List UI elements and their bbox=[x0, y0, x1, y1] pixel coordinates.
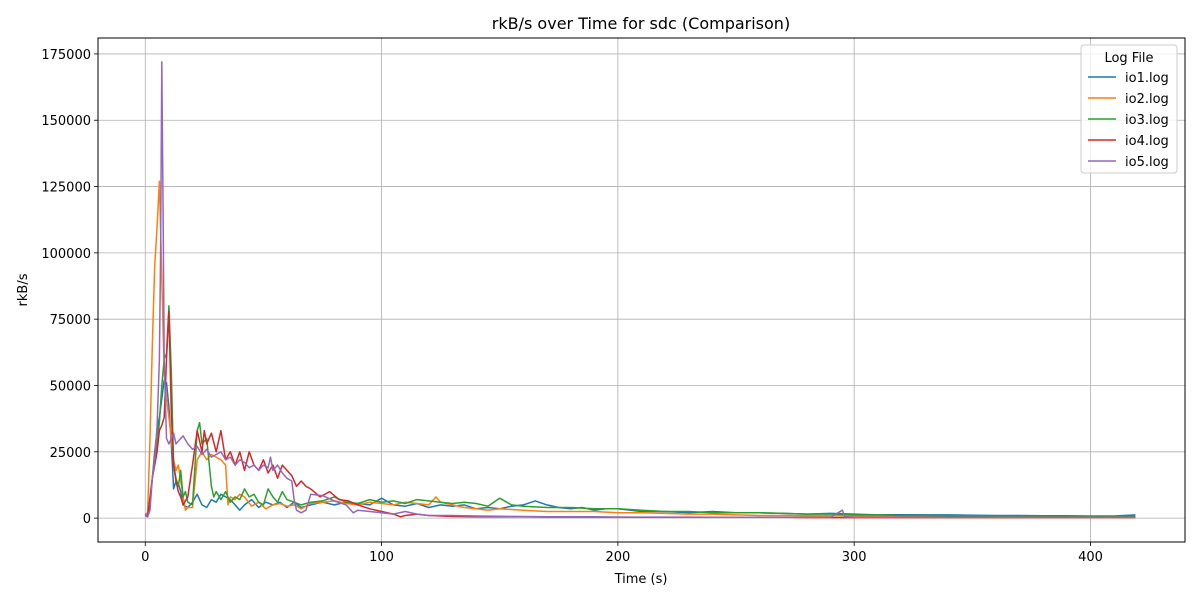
legend-label: io4.log bbox=[1125, 134, 1169, 149]
y-tick-label: 0 bbox=[83, 512, 91, 527]
y-tick-label: 175000 bbox=[41, 48, 91, 63]
x-tick-label: 200 bbox=[605, 550, 630, 565]
grid-lines bbox=[98, 38, 1185, 542]
y-tick-label: 75000 bbox=[50, 313, 91, 328]
legend-label: io3.log bbox=[1125, 113, 1169, 128]
y-tick-label: 25000 bbox=[50, 446, 91, 461]
y-axis: 0 25000 50000 75000 100000 125000 150000 175000 bbox=[41, 48, 98, 527]
chart-title: rkB/s over Time for sdc (Comparison) bbox=[492, 14, 790, 33]
series-line-io5-log bbox=[144, 61, 1136, 519]
x-tick-label: 100 bbox=[369, 550, 394, 565]
y-tick-label: 150000 bbox=[41, 114, 91, 129]
legend-title: Log File bbox=[1104, 51, 1153, 66]
series-line-io3-log bbox=[144, 305, 1136, 518]
legend-label: io2.log bbox=[1125, 92, 1169, 107]
series-layer bbox=[144, 61, 1136, 519]
y-tick-label: 50000 bbox=[50, 379, 91, 394]
x-axis-label: Time (s) bbox=[614, 572, 668, 587]
x-tick-label: 400 bbox=[1078, 550, 1103, 565]
legend-entries: io1.log io2.log io3.log io4.log io5.log bbox=[1088, 71, 1169, 170]
x-tick-label: 300 bbox=[842, 550, 867, 565]
legend-label: io1.log bbox=[1125, 71, 1169, 86]
x-axis: 0 100 200 300 400 bbox=[141, 542, 1103, 565]
y-tick-label: 100000 bbox=[41, 247, 91, 262]
x-tick-label: 0 bbox=[141, 550, 149, 565]
legend-label: io5.log bbox=[1125, 155, 1169, 170]
y-tick-label: 125000 bbox=[41, 181, 91, 196]
legend: Log File io1.log io2.log io3.log io4.log io5… bbox=[1080, 44, 1178, 174]
y-axis-label: rkB/s bbox=[16, 273, 31, 306]
plot-area-frame bbox=[97, 37, 1186, 543]
